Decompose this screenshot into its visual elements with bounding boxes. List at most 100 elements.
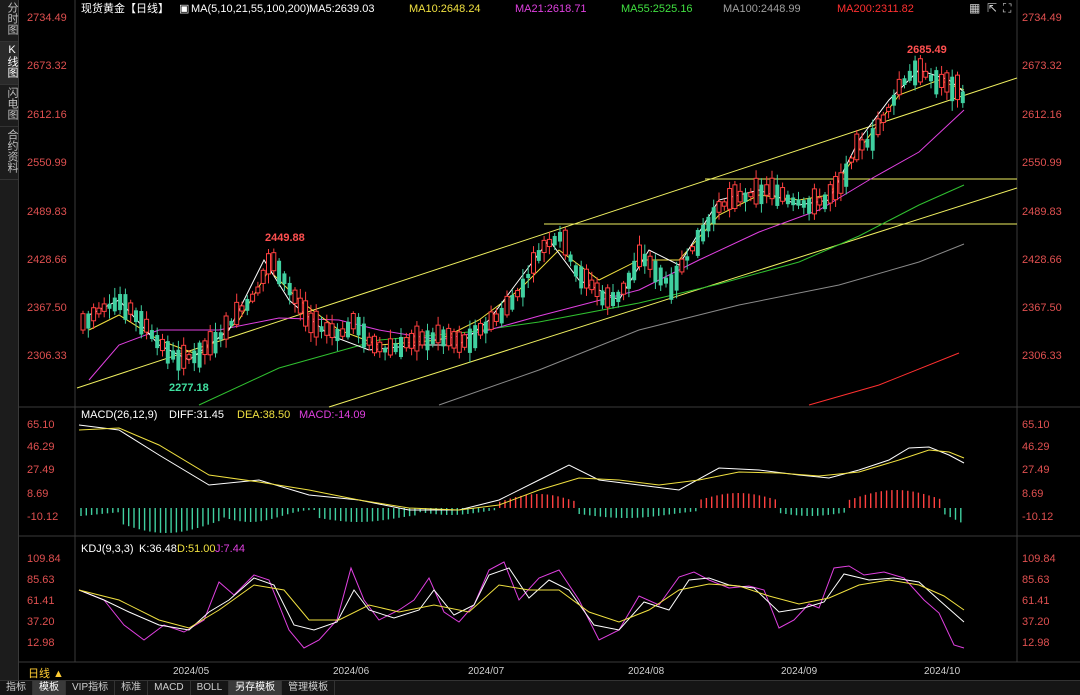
macd-tick: 46.29 <box>1022 441 1050 453</box>
macd-tick: 27.49 <box>1022 464 1050 476</box>
price-tick: 2306.33 <box>1022 350 1062 362</box>
candle-body <box>419 331 425 346</box>
candle-body <box>520 278 525 298</box>
kdj-tick: 109.84 <box>1022 553 1056 565</box>
candle-body <box>562 229 568 256</box>
macd-tick: 8.69 <box>27 488 48 500</box>
candle-body <box>526 273 531 279</box>
tab-boll[interactable]: BOLL <box>191 681 230 695</box>
channel-upper-line[interactable] <box>76 77 1018 389</box>
macd-tick: 8.69 <box>1022 488 1043 500</box>
candle-body <box>488 311 494 330</box>
instrument-title: 现货黄金【日线】 <box>81 1 169 15</box>
price-axis-right: 2734.49 2673.32 2612.16 2550.99 2489.83 … <box>1022 12 1062 362</box>
candle-body <box>446 327 452 347</box>
candle-body <box>573 265 578 277</box>
price-tick: 2612.16 <box>1022 109 1062 121</box>
macd-tick: 27.49 <box>27 464 55 476</box>
candle-body <box>605 287 611 308</box>
candle-body <box>823 194 827 210</box>
candle-body <box>775 184 780 206</box>
candle-body <box>960 91 965 104</box>
candlestick-series[interactable] <box>80 54 965 381</box>
sidebar-item-contract-info[interactable]: 合约资料 <box>0 127 18 180</box>
candle-body <box>886 106 892 112</box>
candle-body <box>827 184 833 204</box>
candle-body <box>621 282 627 295</box>
candle-body <box>568 254 573 262</box>
candle-body <box>366 336 372 346</box>
candle-body <box>807 198 812 214</box>
chart-area[interactable]: 现货黄金【日线】 ▣ MA(5,10,21,55,100,200) MA5:26… <box>19 0 1080 680</box>
candle-body <box>785 194 790 205</box>
tab-template[interactable]: 模板 <box>33 681 66 695</box>
grid-icon[interactable]: ▦ <box>969 1 980 15</box>
price-tick: 2367.50 <box>1022 302 1062 314</box>
ma55-label: MA55:2525.16 <box>621 3 693 15</box>
candle-body <box>123 294 128 320</box>
candle-body <box>721 201 727 207</box>
candle-body <box>664 277 668 284</box>
candle-body <box>896 78 902 96</box>
sidebar-item-kline[interactable]: K线图 <box>0 42 18 85</box>
candle-body <box>626 272 631 289</box>
restore-icon[interactable]: ⇱ <box>987 1 997 15</box>
date-tick: 2024/10 <box>924 666 961 677</box>
price-tick: 2612.16 <box>27 109 67 121</box>
price-tick: 2428.66 <box>1022 254 1062 266</box>
candle-body <box>589 279 595 291</box>
candle-body <box>346 321 350 338</box>
date-tick: 2024/05 <box>173 666 210 677</box>
candle-body <box>737 190 743 203</box>
price-tick: 2734.49 <box>1022 12 1062 24</box>
price-tick: 2734.49 <box>27 12 67 24</box>
candle-body <box>780 187 786 202</box>
candle-body <box>223 315 229 340</box>
candle-body <box>478 322 483 336</box>
tab-standard[interactable]: 标准 <box>115 681 149 695</box>
candle-body <box>101 303 107 312</box>
candle-body <box>467 328 472 353</box>
candle-body <box>255 286 261 294</box>
price-tick: 2489.83 <box>27 206 67 218</box>
macd-params: MACD(26,12,9) <box>81 409 157 421</box>
candle-body <box>441 329 446 347</box>
tab-manage-template[interactable]: 管理模板 <box>282 681 336 695</box>
kdj-tick: 61.41 <box>1022 595 1050 607</box>
candle-body <box>308 312 314 334</box>
candle-body <box>218 332 223 340</box>
candle-body <box>425 330 430 351</box>
candle-body <box>870 128 875 151</box>
candle-body <box>732 184 738 209</box>
candle-body <box>865 138 870 148</box>
tab-macd[interactable]: MACD <box>148 681 191 695</box>
candle-body <box>430 332 435 345</box>
chart-canvas[interactable]: 现货黄金【日线】 ▣ MA(5,10,21,55,100,200) MA5:26… <box>19 0 1080 680</box>
candle-body <box>462 334 468 348</box>
ma10-line <box>88 79 965 356</box>
candle-body <box>409 332 415 349</box>
candle-body <box>669 274 674 300</box>
date-axis: 2024/05 2024/06 2024/07 2024/08 2024/09 … <box>173 666 961 677</box>
candle-body <box>584 268 589 289</box>
price-tick: 2367.50 <box>27 302 67 314</box>
macd-tick: -10.12 <box>1022 511 1053 523</box>
candle-body <box>239 305 245 312</box>
kdj-j: J:7.44 <box>215 543 245 555</box>
period-selector[interactable]: 日线 ▲ <box>28 668 64 680</box>
tab-indicator[interactable]: 指标 <box>0 681 33 695</box>
sidebar-item-flash[interactable]: 闪电图 <box>0 85 18 127</box>
annotation-high-2: 2685.49 <box>907 44 947 56</box>
tab-save-template[interactable]: 另存模板 <box>229 681 283 695</box>
settings-icon[interactable]: ▣ <box>179 3 189 15</box>
ma200-label: MA200:2311.82 <box>837 3 914 15</box>
maximize-icon[interactable]: ⛶ <box>1002 1 1012 15</box>
sidebar-item-timeshare[interactable]: 分时图 <box>0 0 18 42</box>
candle-body <box>695 229 700 256</box>
tab-vip-indicator[interactable]: VIP指标 <box>66 681 116 695</box>
candle-body <box>387 338 393 356</box>
ma100-line <box>438 243 965 406</box>
macd-tick: 65.10 <box>1022 419 1050 431</box>
candle-body <box>907 70 912 81</box>
candle-body <box>266 253 271 275</box>
